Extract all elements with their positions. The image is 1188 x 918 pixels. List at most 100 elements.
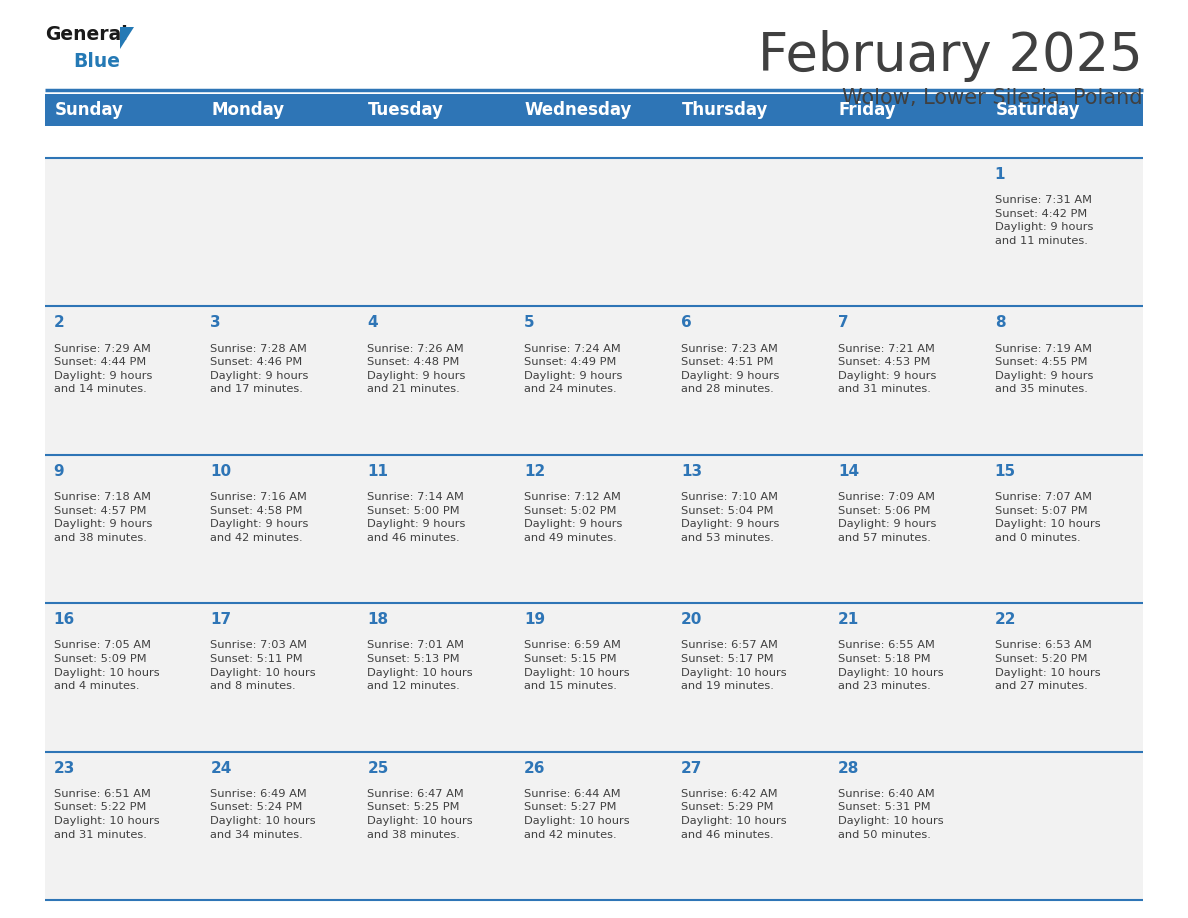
Bar [829,603,986,752]
Bar [986,307,1143,454]
Text: 14: 14 [838,464,859,478]
Bar [202,454,359,603]
Bar [359,454,516,603]
Bar [829,454,986,603]
Text: Sunrise: 7:23 AM
Sunset: 4:51 PM
Daylight: 9 hours
and 28 minutes.: Sunrise: 7:23 AM Sunset: 4:51 PM Dayligh… [681,343,779,395]
Text: 24: 24 [210,760,232,776]
Text: Sunrise: 6:53 AM
Sunset: 5:20 PM
Daylight: 10 hours
and 27 minutes.: Sunrise: 6:53 AM Sunset: 5:20 PM Dayligh… [994,640,1100,691]
Text: Sunrise: 7:10 AM
Sunset: 5:04 PM
Daylight: 9 hours
and 53 minutes.: Sunrise: 7:10 AM Sunset: 5:04 PM Dayligh… [681,492,779,543]
Text: Sunrise: 7:31 AM
Sunset: 4:42 PM
Daylight: 9 hours
and 11 minutes.: Sunrise: 7:31 AM Sunset: 4:42 PM Dayligh… [994,196,1093,246]
Text: Sunrise: 7:03 AM
Sunset: 5:11 PM
Daylight: 10 hours
and 8 minutes.: Sunrise: 7:03 AM Sunset: 5:11 PM Dayligh… [210,640,316,691]
Text: Sunrise: 7:09 AM
Sunset: 5:06 PM
Daylight: 9 hours
and 57 minutes.: Sunrise: 7:09 AM Sunset: 5:06 PM Dayligh… [838,492,936,543]
Bar [986,603,1143,752]
Text: Sunrise: 7:19 AM
Sunset: 4:55 PM
Daylight: 9 hours
and 35 minutes.: Sunrise: 7:19 AM Sunset: 4:55 PM Dayligh… [994,343,1093,395]
Text: Sunrise: 6:42 AM
Sunset: 5:29 PM
Daylight: 10 hours
and 46 minutes.: Sunrise: 6:42 AM Sunset: 5:29 PM Dayligh… [681,789,786,839]
Text: Sunrise: 7:18 AM
Sunset: 4:57 PM
Daylight: 9 hours
and 38 minutes.: Sunrise: 7:18 AM Sunset: 4:57 PM Dayligh… [53,492,152,543]
Bar [45,752,202,900]
Bar [829,752,986,900]
Text: Sunday: Sunday [55,101,124,119]
Polygon shape [120,27,134,49]
Text: Sunrise: 7:21 AM
Sunset: 4:53 PM
Daylight: 9 hours
and 31 minutes.: Sunrise: 7:21 AM Sunset: 4:53 PM Dayligh… [838,343,936,395]
Bar [829,307,986,454]
Bar [986,752,1143,900]
Bar [359,94,516,126]
Bar [516,307,672,454]
Bar [672,752,829,900]
Bar [45,454,202,603]
Text: Wolow, Lower Silesia, Poland: Wolow, Lower Silesia, Poland [842,88,1143,108]
Text: General: General [45,25,128,44]
Text: Sunrise: 6:49 AM
Sunset: 5:24 PM
Daylight: 10 hours
and 34 minutes.: Sunrise: 6:49 AM Sunset: 5:24 PM Dayligh… [210,789,316,839]
Text: 17: 17 [210,612,232,627]
Bar [672,603,829,752]
Bar [672,454,829,603]
Text: 20: 20 [681,612,702,627]
Bar [45,158,202,307]
Text: 23: 23 [53,760,75,776]
Text: 9: 9 [53,464,64,478]
Bar [202,307,359,454]
Text: Sunrise: 6:40 AM
Sunset: 5:31 PM
Daylight: 10 hours
and 50 minutes.: Sunrise: 6:40 AM Sunset: 5:31 PM Dayligh… [838,789,943,839]
Text: Sunrise: 7:29 AM
Sunset: 4:44 PM
Daylight: 9 hours
and 14 minutes.: Sunrise: 7:29 AM Sunset: 4:44 PM Dayligh… [53,343,152,395]
Bar [986,454,1143,603]
Text: 11: 11 [367,464,388,478]
Text: Sunrise: 6:51 AM
Sunset: 5:22 PM
Daylight: 10 hours
and 31 minutes.: Sunrise: 6:51 AM Sunset: 5:22 PM Dayligh… [53,789,159,839]
Bar [516,94,672,126]
Bar [45,94,202,126]
Text: 25: 25 [367,760,388,776]
Bar [45,307,202,454]
Bar [986,158,1143,307]
Bar [986,94,1143,126]
Text: Sunrise: 7:16 AM
Sunset: 4:58 PM
Daylight: 9 hours
and 42 minutes.: Sunrise: 7:16 AM Sunset: 4:58 PM Dayligh… [210,492,309,543]
Text: 26: 26 [524,760,545,776]
Bar [516,454,672,603]
Text: 16: 16 [53,612,75,627]
Bar [202,94,359,126]
Text: Wednesday: Wednesday [525,101,632,119]
Bar [672,307,829,454]
Bar [516,603,672,752]
Bar [202,752,359,900]
Text: 19: 19 [524,612,545,627]
Text: Sunrise: 6:57 AM
Sunset: 5:17 PM
Daylight: 10 hours
and 19 minutes.: Sunrise: 6:57 AM Sunset: 5:17 PM Dayligh… [681,640,786,691]
Bar [516,752,672,900]
Text: Sunrise: 6:59 AM
Sunset: 5:15 PM
Daylight: 10 hours
and 15 minutes.: Sunrise: 6:59 AM Sunset: 5:15 PM Dayligh… [524,640,630,691]
Bar [829,158,986,307]
Text: Sunrise: 6:47 AM
Sunset: 5:25 PM
Daylight: 10 hours
and 38 minutes.: Sunrise: 6:47 AM Sunset: 5:25 PM Dayligh… [367,789,473,839]
Text: 27: 27 [681,760,702,776]
Bar [45,603,202,752]
Bar [359,158,516,307]
Text: Sunrise: 7:28 AM
Sunset: 4:46 PM
Daylight: 9 hours
and 17 minutes.: Sunrise: 7:28 AM Sunset: 4:46 PM Dayligh… [210,343,309,395]
Bar [672,158,829,307]
Text: Blue: Blue [72,52,120,71]
Text: 3: 3 [210,315,221,330]
Text: 1: 1 [994,167,1005,182]
Text: 4: 4 [367,315,378,330]
Text: Thursday: Thursday [682,101,769,119]
Bar [672,94,829,126]
Text: Sunrise: 7:05 AM
Sunset: 5:09 PM
Daylight: 10 hours
and 4 minutes.: Sunrise: 7:05 AM Sunset: 5:09 PM Dayligh… [53,640,159,691]
Text: Sunrise: 6:44 AM
Sunset: 5:27 PM
Daylight: 10 hours
and 42 minutes.: Sunrise: 6:44 AM Sunset: 5:27 PM Dayligh… [524,789,630,839]
Text: Monday: Monday [211,101,284,119]
Text: Saturday: Saturday [996,101,1080,119]
Text: 22: 22 [994,612,1016,627]
Text: Sunrise: 7:07 AM
Sunset: 5:07 PM
Daylight: 10 hours
and 0 minutes.: Sunrise: 7:07 AM Sunset: 5:07 PM Dayligh… [994,492,1100,543]
Bar [516,158,672,307]
Bar [359,603,516,752]
Text: Tuesday: Tuesday [368,101,444,119]
Text: 2: 2 [53,315,64,330]
Text: Sunrise: 7:01 AM
Sunset: 5:13 PM
Daylight: 10 hours
and 12 minutes.: Sunrise: 7:01 AM Sunset: 5:13 PM Dayligh… [367,640,473,691]
Text: 12: 12 [524,464,545,478]
Text: Sunrise: 7:14 AM
Sunset: 5:00 PM
Daylight: 9 hours
and 46 minutes.: Sunrise: 7:14 AM Sunset: 5:00 PM Dayligh… [367,492,466,543]
Text: Sunrise: 7:26 AM
Sunset: 4:48 PM
Daylight: 9 hours
and 21 minutes.: Sunrise: 7:26 AM Sunset: 4:48 PM Dayligh… [367,343,466,395]
Text: Sunrise: 7:12 AM
Sunset: 5:02 PM
Daylight: 9 hours
and 49 minutes.: Sunrise: 7:12 AM Sunset: 5:02 PM Dayligh… [524,492,623,543]
Bar [829,94,986,126]
Bar [202,158,359,307]
Text: 21: 21 [838,612,859,627]
Text: February 2025: February 2025 [758,30,1143,82]
Bar [359,307,516,454]
Text: 28: 28 [838,760,859,776]
Text: 10: 10 [210,464,232,478]
Text: 18: 18 [367,612,388,627]
Text: Friday: Friday [839,101,896,119]
